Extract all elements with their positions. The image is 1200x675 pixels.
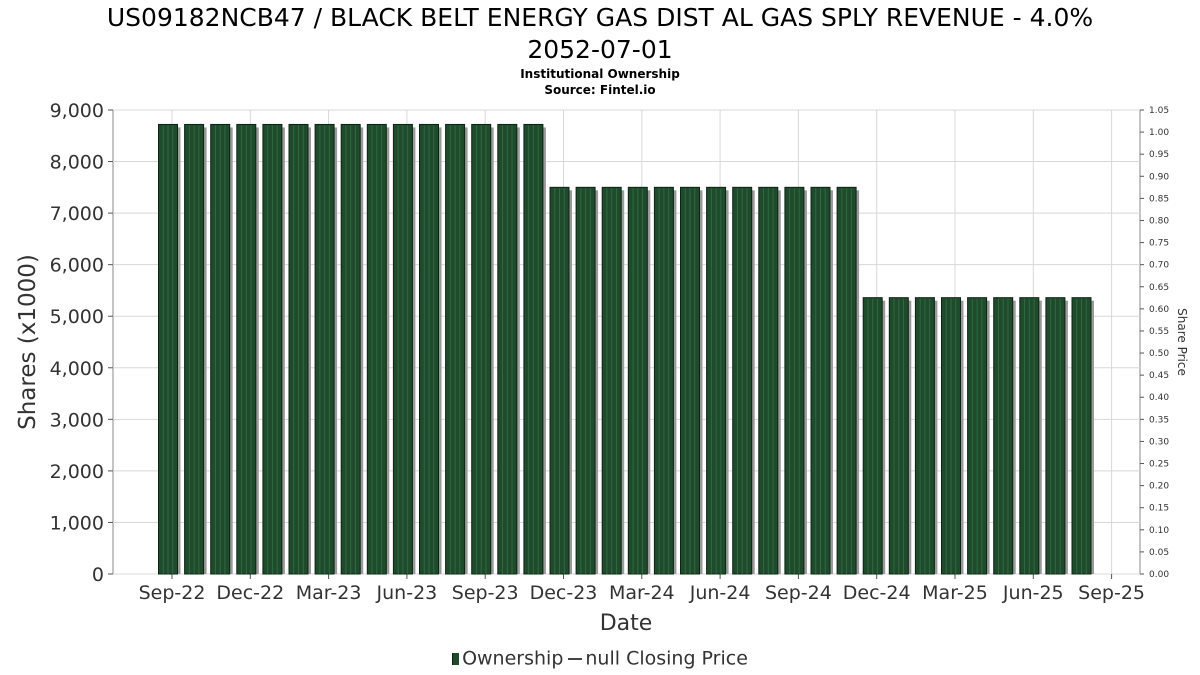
legend: Ownership null Closing Price [0, 647, 1200, 670]
y-tick-label: 3,000 [50, 409, 104, 431]
y-tick-label: 1,000 [50, 512, 104, 534]
legend-ownership-swatch [452, 652, 460, 665]
y2-tick-label: 0.05 [1149, 548, 1169, 558]
x-tick-label: Jun-25 [1002, 582, 1064, 604]
y-tick-label: 0 [92, 564, 104, 586]
y2-tick-label: 0.60 [1149, 305, 1169, 315]
y2-tick-label: 0.90 [1149, 172, 1169, 182]
y2-tick-label: 0.55 [1149, 327, 1169, 337]
y2-tick-label: 1.00 [1149, 128, 1169, 138]
y-tick-label: 5,000 [50, 306, 104, 328]
ownership-chart: 0 1,000 2,000 3,000 4,000 5,000 6,000 7,000 8,00… [15, 100, 1189, 636]
y2-tick-label: 0.85 [1149, 194, 1169, 204]
y2-tick-label: 0.80 [1149, 216, 1169, 226]
y2-tick-label: 0.95 [1149, 150, 1169, 160]
x-tick-label: Dec-24 [843, 582, 911, 604]
y-tick-label: 6,000 [50, 255, 104, 277]
x-tick-label: Jun-23 [376, 582, 438, 604]
x-tick-label: Dec-23 [530, 582, 598, 604]
legend-price-line [568, 657, 583, 660]
y2-tick-label: 0.35 [1149, 415, 1169, 425]
title-block: US09182NCB47 / BLACK BELT ENERGY GAS DIS… [0, 2, 1200, 98]
y2-tick-label: 0.40 [1149, 393, 1169, 403]
y2-tick-label: 0.65 [1149, 283, 1169, 293]
x-tick-label: Sep-23 [452, 582, 519, 604]
x-tick-label: Mar-25 [922, 582, 988, 604]
y2-tick-label: 0.70 [1149, 261, 1169, 271]
x-tick-label: Jun-24 [689, 582, 751, 604]
x-tick-label: Mar-24 [609, 582, 675, 604]
x-tick-label: Dec-22 [216, 582, 284, 604]
y2-tick-label: 1.05 [1149, 106, 1169, 116]
y-tick-label: 9,000 [50, 100, 104, 122]
y2-tick-label: 0.25 [1149, 460, 1169, 470]
x-tick-label: Sep-25 [1078, 582, 1145, 604]
y2-axis-label: Share Price [1175, 308, 1189, 376]
chart-source: Source: Fintel.io [544, 83, 656, 97]
y-axis-label: Shares (x1000) [15, 254, 41, 430]
chart-title-line2: 2052-07-01 [527, 35, 673, 64]
y2-tick-label: 0.00 [1149, 570, 1169, 580]
x-axis-label: Date [600, 611, 653, 636]
x-tick-label: Sep-24 [765, 582, 832, 604]
x-tick-label: Sep-22 [139, 582, 206, 604]
y2-tick-label: 0.30 [1149, 437, 1169, 447]
y-tick-label: 4,000 [50, 358, 104, 380]
chart-title-line1: US09182NCB47 / BLACK BELT ENERGY GAS DIS… [106, 3, 1094, 32]
y2-tick-label: 0.10 [1149, 526, 1169, 536]
y2-tick-label: 0.45 [1149, 371, 1169, 381]
y-tick-label: 8,000 [50, 152, 104, 174]
legend-ownership-label: Ownership [462, 647, 564, 670]
chart-subtitle: Institutional Ownership [520, 67, 680, 81]
legend-price-label: null Closing Price [585, 647, 748, 670]
x-tick-label: Mar-23 [296, 582, 362, 604]
y2-tick-label: 0.75 [1149, 239, 1169, 249]
y2-tick-label: 0.20 [1149, 482, 1169, 492]
y2-tick-label: 0.50 [1149, 349, 1169, 359]
y-tick-label: 2,000 [50, 461, 104, 483]
y-tick-label: 7,000 [50, 203, 104, 225]
y2-tick-label: 0.15 [1149, 504, 1169, 514]
